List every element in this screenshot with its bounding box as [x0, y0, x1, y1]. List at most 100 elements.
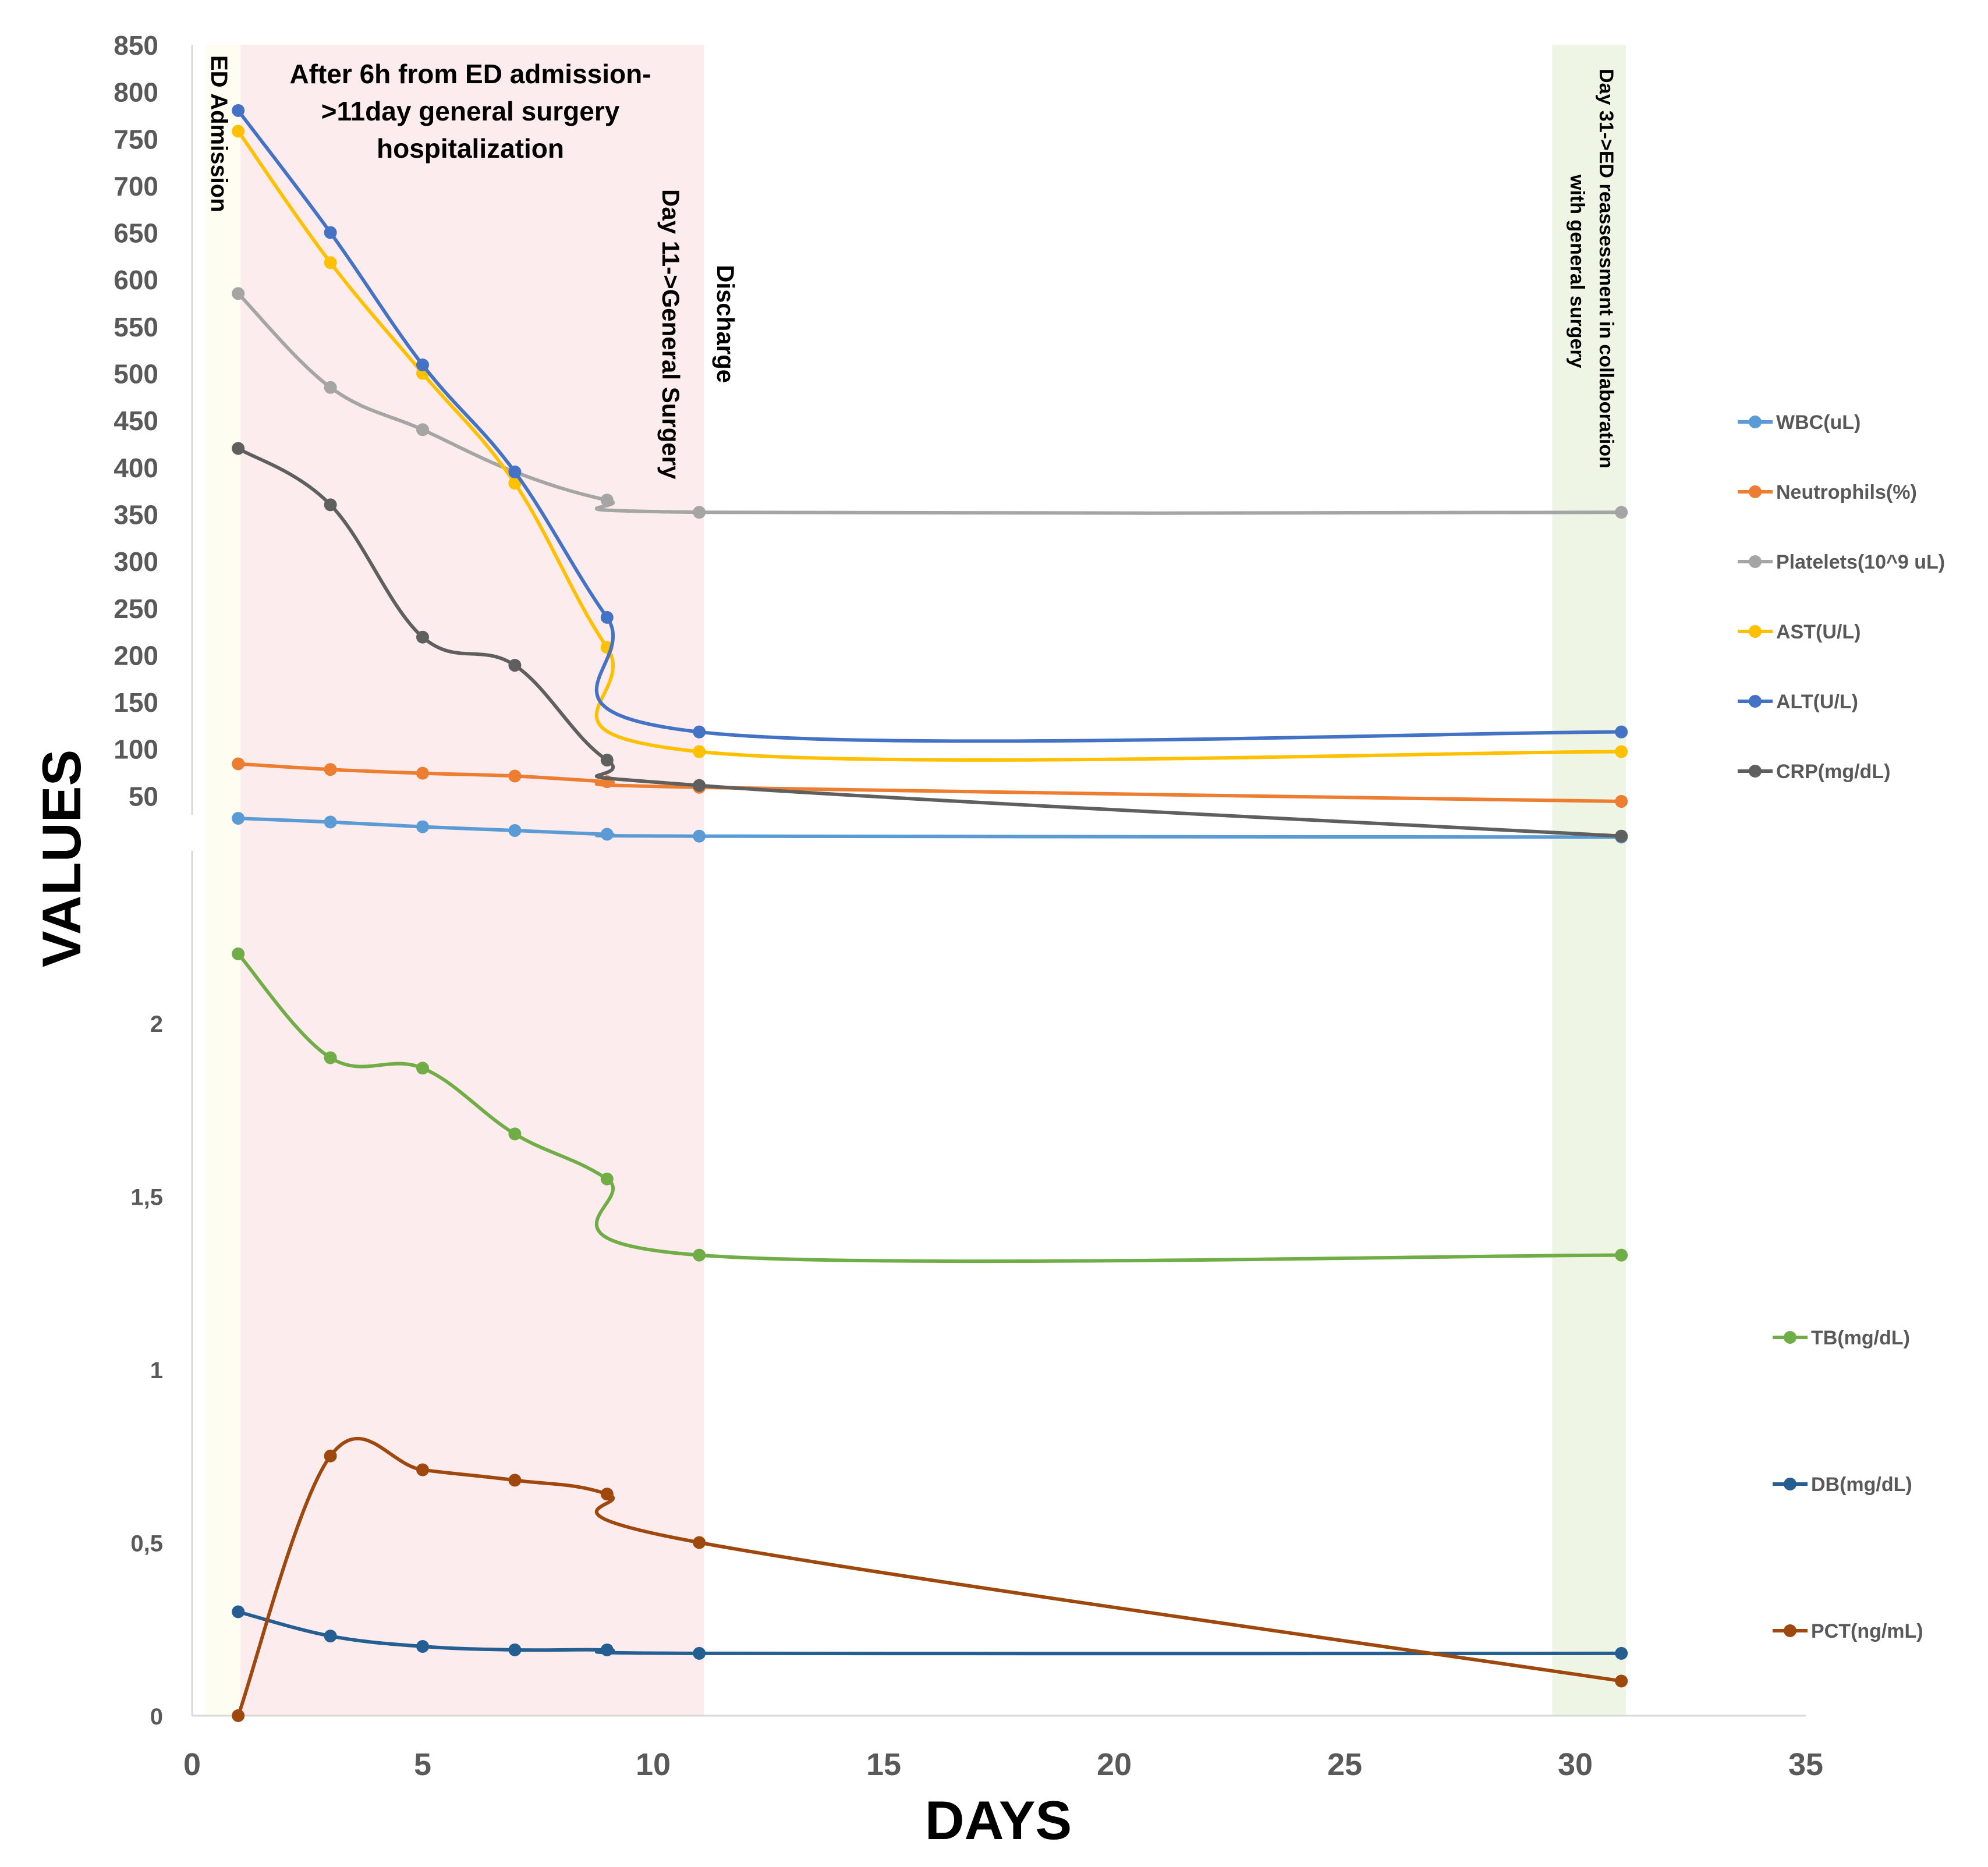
upper-point-neutrophils [508, 769, 522, 783]
annotation-hospitalization-line: hospitalization [377, 133, 564, 164]
upper-point-ast-u-l [232, 125, 245, 138]
legend-swatch-marker [1784, 1478, 1796, 1490]
upper-y-tick-label: 850 [114, 30, 158, 61]
upper-point-alt-u-l [693, 725, 706, 739]
shaded-region-0 [205, 45, 241, 1716]
x-tick-label: 25 [1327, 1747, 1362, 1782]
upper-point-neutrophils [232, 757, 245, 771]
upper-point-crp-mg-dl [508, 659, 522, 672]
lower-point-pct-ng-ml [324, 1449, 337, 1463]
upper-y-tick-label: 200 [114, 640, 158, 670]
legend-label: Neutrophils(%) [1776, 481, 1917, 503]
x-tick-label: 20 [1097, 1747, 1132, 1782]
upper-point-platelets-10-9-ul [600, 494, 614, 507]
lower-point-db-mg-dl [416, 1640, 429, 1653]
upper-y-tick-label: 700 [114, 171, 158, 201]
upper-y-tick-label: 750 [114, 124, 158, 154]
upper-y-tick-label: 300 [114, 546, 158, 577]
upper-point-alt-u-l [508, 465, 522, 478]
legend-swatch-marker [1784, 1331, 1796, 1344]
upper-point-ast-u-l [324, 256, 337, 269]
lower-point-db-mg-dl [1615, 1646, 1628, 1660]
lower-y-tick-label: 1 [150, 1358, 163, 1383]
lower-y-tick-label: 0,5 [130, 1531, 163, 1557]
upper-y-tick-label: 800 [114, 77, 158, 108]
legend-lower: TB(mg/dL) DB(mg/dL) PCT(ng/mL) [1773, 1327, 1923, 1642]
upper-point-neutrophils [324, 763, 337, 776]
legend-label: DB(mg/dL) [1811, 1474, 1912, 1496]
x-tick-label: 0 [183, 1747, 201, 1782]
upper-point-platelets-10-9-ul [693, 506, 706, 519]
legend-swatch-marker [1749, 555, 1762, 568]
lower-point-pct-ng-ml [600, 1488, 614, 1501]
x-axis-label: DAYS [925, 1790, 1072, 1851]
upper-y-tick-label: 50 [129, 781, 158, 811]
legend-label: ALT(U/L) [1776, 691, 1858, 713]
upper-point-alt-u-l [600, 610, 614, 624]
x-tick-label: 15 [866, 1747, 901, 1782]
upper-series [232, 104, 1628, 844]
upper-y-tick-label: 450 [114, 406, 158, 436]
lower-point-pct-ng-ml [508, 1474, 522, 1487]
legend-swatch-marker [1749, 416, 1762, 428]
upper-point-wbc-ul [416, 820, 429, 833]
upper-point-wbc-ul [508, 824, 522, 837]
legend-swatch-marker [1749, 485, 1762, 498]
legend-label: CRP(mg/dL) [1776, 761, 1890, 783]
upper-y-tick-label: 400 [114, 453, 158, 483]
lower-point-tb-mg-dl [693, 1248, 706, 1262]
annotation-hospitalization-line: >11day general surgery [321, 96, 620, 126]
shaded-region-1 [240, 45, 704, 1716]
lower-point-db-mg-dl [508, 1643, 522, 1656]
y-axis-label: VALUES [31, 750, 92, 967]
legend-label: PCT(ng/mL) [1811, 1620, 1923, 1642]
axes [191, 45, 1806, 1717]
upper-line-ast-u-l [236, 129, 1624, 762]
upper-y-ticks: 50 100 150 200 250 300 350 400 450 500 550 600 650 70… [114, 30, 158, 811]
legend-label: AST(U/L) [1776, 621, 1861, 643]
upper-point-alt-u-l [232, 104, 245, 117]
x-tick-label: 30 [1558, 1747, 1593, 1782]
annotation-ed-admission: ED Admission [206, 55, 232, 212]
legend-upper: WBC(uL) Neutrophils(%) Platelets(10^9 uL) A… [1738, 411, 1945, 783]
lower-point-tb-mg-dl [600, 1172, 614, 1185]
upper-y-tick-label: 250 [114, 594, 158, 624]
upper-point-alt-u-l [416, 359, 429, 372]
upper-point-crp-mg-dl [324, 498, 337, 512]
lower-series [232, 947, 1628, 1722]
upper-point-neutrophils [1615, 795, 1628, 808]
upper-point-crp-mg-dl [600, 754, 614, 767]
upper-point-neutrophils [416, 766, 429, 780]
lower-point-tb-mg-dl [324, 1051, 337, 1064]
upper-point-wbc-ul [324, 815, 337, 829]
upper-point-crp-mg-dl [232, 442, 245, 455]
x-tick-label: 35 [1788, 1747, 1823, 1782]
legend-label: TB(mg/dL) [1811, 1327, 1910, 1349]
upper-point-alt-u-l [1615, 725, 1628, 739]
upper-y-tick-label: 150 [114, 687, 158, 718]
annotation-day31-line1: Day 31->ED reassessment in collaboration [1595, 69, 1617, 468]
upper-point-ast-u-l [508, 477, 522, 490]
annotation-day11: Day 11->General Surgery [657, 189, 685, 480]
upper-point-ast-u-l [693, 745, 706, 758]
upper-point-platelets-10-9-ul [324, 381, 337, 394]
lower-point-tb-mg-dl [508, 1127, 522, 1141]
upper-point-crp-mg-dl [416, 630, 429, 644]
annotation-day31-line2: with general surgery [1566, 174, 1588, 368]
upper-point-alt-u-l [324, 226, 337, 239]
lower-point-db-mg-dl [232, 1605, 245, 1618]
upper-point-crp-mg-dl [1615, 829, 1628, 843]
shaded-regions [205, 45, 1626, 1716]
upper-point-wbc-ul [600, 828, 614, 841]
legend-swatch-marker [1749, 695, 1762, 708]
lower-point-db-mg-dl [324, 1630, 337, 1643]
upper-point-platelets-10-9-ul [232, 287, 245, 300]
lower-point-tb-mg-dl [1615, 1248, 1628, 1262]
lower-point-db-mg-dl [693, 1646, 706, 1660]
legend-swatch-marker [1749, 625, 1762, 638]
annotation-hospitalization-line: After 6h from ED admission- [289, 59, 651, 89]
annotations: ED Admission After 6h from ED admission- >… [206, 55, 1617, 480]
annotation-discharge: Discharge [712, 265, 739, 383]
lower-y-tick-label: 2 [150, 1011, 163, 1037]
lower-point-db-mg-dl [600, 1643, 614, 1656]
